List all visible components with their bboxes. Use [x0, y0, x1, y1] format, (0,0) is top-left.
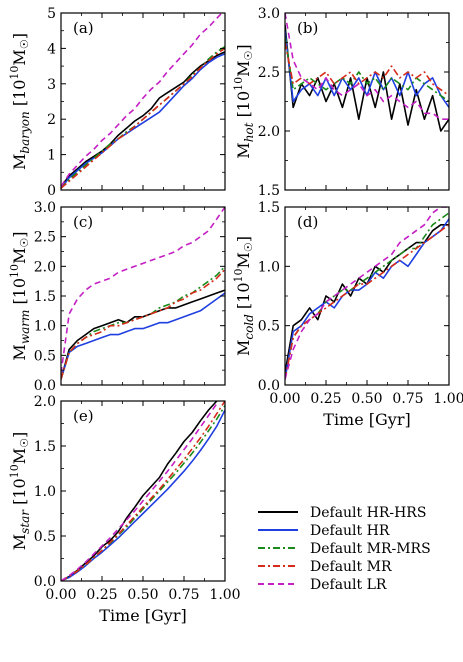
- series-line-default-lr: [61, 13, 223, 187]
- series-line-default-mr: [285, 42, 449, 97]
- series-line-default-mr-mrs: [285, 36, 449, 103]
- x-tick-label: 0.75: [168, 587, 199, 603]
- x-axis-label: Time [Gyr]: [99, 606, 186, 625]
- axes-frame: [284, 206, 450, 386]
- y-tick-label: 2.0: [34, 394, 56, 410]
- legend-label: Default HR: [310, 523, 390, 539]
- panel-label: (e): [73, 407, 94, 425]
- legend-label: Default MR: [310, 559, 392, 575]
- y-tick-label: 5: [47, 6, 56, 22]
- x-tick-label: 0.50: [127, 587, 158, 603]
- x-tick-label: 0.25: [310, 391, 341, 407]
- legend-label: Default HR-HRS: [310, 505, 426, 521]
- series-line-default-lr: [61, 207, 225, 374]
- y-tick-label: 3.0: [34, 200, 56, 216]
- series-line-default-hr: [61, 292, 225, 380]
- panel-label: (d): [297, 213, 318, 231]
- series-line-default-hr-hrs: [61, 401, 218, 581]
- series-line-default-lr: [285, 13, 449, 120]
- legend-label: Default LR: [310, 577, 387, 593]
- series-line-default-hr-hrs: [61, 51, 225, 187]
- series-line-default-mr-mrs: [61, 265, 225, 380]
- legend: Default HR-HRS Default HR Default MR-MRS De…: [258, 505, 431, 593]
- y-tick-label: 1.5: [258, 200, 280, 216]
- y-tick-label: 1.5: [34, 439, 56, 455]
- y-tick-label: 2.0: [258, 124, 280, 140]
- panel-b: 1.5 2.0 2.5 3.0 (b) Mhot [1010M☉]: [232, 6, 450, 199]
- y-tick-label: 3.0: [258, 6, 280, 22]
- x-axis-label: Time [Gyr]: [323, 410, 410, 429]
- panel-d: 0.0 0.5 1.0 1.5 0.00 0.25 0.50 0.75 1.00 (d) Mcold…: [232, 200, 463, 429]
- x-tick-label: 0.00: [45, 587, 76, 603]
- panel-label: (a): [73, 19, 94, 37]
- series-line-default-lr: [285, 207, 449, 380]
- y-tick-label: 2.5: [258, 65, 280, 81]
- series-line-default-mr-mrs: [285, 212, 449, 380]
- x-tick-label: 1.00: [433, 391, 463, 407]
- axes-frame: [60, 206, 226, 386]
- x-tick-label: 0.00: [269, 391, 300, 407]
- x-tick-label: 0.50: [351, 391, 382, 407]
- y-axis-label: Mhot [1010M☉]: [232, 44, 256, 158]
- y-tick-label: 1.5: [34, 289, 56, 305]
- legend-label: Default MR-MRS: [310, 541, 431, 557]
- y-tick-label: 4: [47, 41, 56, 57]
- panel-label: (c): [73, 213, 93, 231]
- series-line-default-hr-hrs: [285, 224, 449, 374]
- y-tick-label: 1.0: [34, 319, 56, 335]
- y-tick-label: 0.5: [34, 529, 56, 545]
- series-line-default-lr: [61, 401, 220, 581]
- series-line-default-hr-hrs: [61, 289, 225, 380]
- panel-c: 0.0 0.5 1.0 1.5 2.0 2.5 3.0 (c) Mwarm [1010M☉]: [8, 200, 226, 394]
- y-tick-label: 1: [47, 148, 56, 164]
- y-tick-label: 1.0: [34, 484, 56, 500]
- x-tick-label: 1.00: [209, 587, 240, 603]
- y-axis-label: Mbaryon [1010M☉]: [8, 33, 32, 170]
- x-tick-label: 0.75: [392, 391, 423, 407]
- panel-e: 0.0 0.5 1.0 1.5 2.0 0.00 0.25 0.50 0.75 1.00 (e) Ms…: [8, 394, 241, 625]
- y-tick-label: 0.5: [34, 348, 56, 364]
- y-tick-label: 1.5: [258, 183, 280, 199]
- y-tick-label: 1.0: [258, 259, 280, 275]
- y-axis-label: Mwarm [1010M☉]: [8, 231, 32, 360]
- y-tick-label: 3: [47, 77, 56, 93]
- y-tick-label: 0.0: [34, 574, 56, 590]
- series-line-default-mr: [61, 401, 225, 581]
- y-tick-label: 0: [47, 183, 56, 199]
- y-tick-label: 2: [47, 112, 56, 128]
- y-tick-label: 2.5: [34, 230, 56, 246]
- axes-frame: [60, 400, 226, 582]
- panel-label: (b): [297, 19, 318, 37]
- series-line-default-hr: [61, 52, 225, 189]
- x-tick-label: 0.25: [86, 587, 117, 603]
- series-line-default-mr: [285, 224, 449, 380]
- axes-frame: [284, 12, 450, 191]
- panel-a: 0 1 2 3 4 5 (a) Mbaryon [1010M☉]: [8, 6, 226, 199]
- y-axis-label: Mstar [1010M☉]: [8, 432, 32, 550]
- y-axis-label: Mcold [1010M☉]: [232, 236, 256, 356]
- series-line-default-mr-mrs: [61, 405, 225, 581]
- y-tick-label: 0.0: [34, 378, 56, 394]
- y-tick-label: 0.0: [258, 378, 280, 394]
- y-tick-label: 2.0: [34, 259, 56, 275]
- y-tick-label: 0.5: [258, 319, 280, 335]
- series-line-default-mr: [61, 47, 225, 189]
- series-line-default-mr: [61, 268, 225, 380]
